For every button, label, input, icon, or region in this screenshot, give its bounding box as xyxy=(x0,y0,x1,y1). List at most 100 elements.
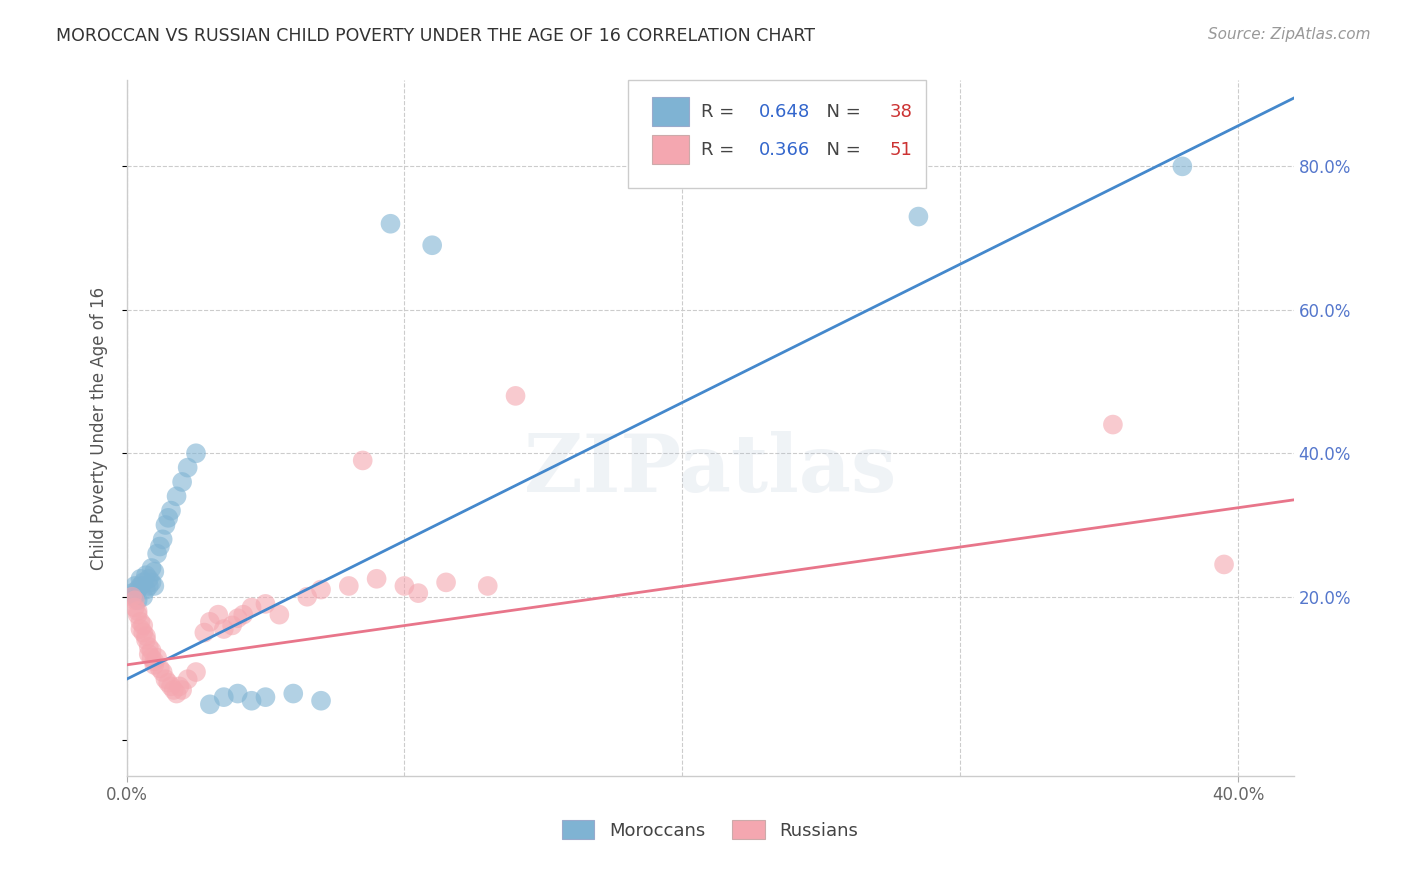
Point xyxy=(254,597,277,611)
Point xyxy=(149,661,172,675)
Legend: Moroccans, Russians: Moroccans, Russians xyxy=(555,814,865,847)
Point xyxy=(198,615,221,629)
Point xyxy=(135,629,157,643)
Point xyxy=(166,489,188,503)
Point xyxy=(124,579,146,593)
Point xyxy=(129,579,152,593)
Point xyxy=(141,650,163,665)
Point xyxy=(380,217,402,231)
Point xyxy=(226,611,249,625)
Point xyxy=(184,665,207,679)
Text: N =: N = xyxy=(815,141,866,159)
Point xyxy=(141,643,163,657)
Point xyxy=(127,582,149,597)
Text: 51: 51 xyxy=(890,141,912,159)
Point xyxy=(138,579,160,593)
Point xyxy=(184,446,207,460)
Text: MOROCCAN VS RUSSIAN CHILD POVERTY UNDER THE AGE OF 16 CORRELATION CHART: MOROCCAN VS RUSSIAN CHILD POVERTY UNDER … xyxy=(56,27,815,45)
FancyBboxPatch shape xyxy=(628,80,927,188)
Point xyxy=(132,618,155,632)
Point xyxy=(143,657,166,672)
FancyBboxPatch shape xyxy=(652,97,689,126)
Point xyxy=(309,582,332,597)
Point xyxy=(124,590,146,604)
Point xyxy=(129,622,152,636)
Point xyxy=(135,582,157,597)
Text: R =: R = xyxy=(700,141,740,159)
Point xyxy=(907,210,929,224)
Point xyxy=(138,647,160,661)
Y-axis label: Child Poverty Under the Age of 16: Child Poverty Under the Age of 16 xyxy=(90,286,108,570)
Point xyxy=(163,683,186,698)
Point xyxy=(198,698,221,712)
Point xyxy=(212,622,235,636)
Point xyxy=(169,679,191,693)
Text: Source: ZipAtlas.com: Source: ZipAtlas.com xyxy=(1208,27,1371,42)
Point xyxy=(146,547,169,561)
Point xyxy=(176,672,198,686)
Point xyxy=(124,593,146,607)
Point xyxy=(477,579,499,593)
Point xyxy=(337,579,360,593)
Point xyxy=(352,453,374,467)
Text: ZIPatlas: ZIPatlas xyxy=(524,431,896,509)
Point xyxy=(127,593,149,607)
Point xyxy=(232,607,254,622)
Point xyxy=(132,590,155,604)
Point xyxy=(408,586,430,600)
Point xyxy=(172,475,194,489)
Point xyxy=(309,694,332,708)
Point xyxy=(283,687,305,701)
Point xyxy=(121,586,143,600)
Point xyxy=(152,665,174,679)
Point xyxy=(176,460,198,475)
Point xyxy=(143,565,166,579)
Point xyxy=(155,518,177,533)
Point xyxy=(135,632,157,647)
Point xyxy=(129,615,152,629)
Point xyxy=(155,672,177,686)
Point xyxy=(1171,159,1194,173)
Point xyxy=(124,600,146,615)
Point xyxy=(172,683,194,698)
Point xyxy=(129,572,152,586)
Point xyxy=(254,690,277,705)
Point xyxy=(152,533,174,547)
Point xyxy=(160,503,183,517)
Point xyxy=(366,572,388,586)
Point xyxy=(207,607,229,622)
Text: 38: 38 xyxy=(890,103,912,120)
Point xyxy=(127,607,149,622)
Point xyxy=(394,579,416,593)
Point xyxy=(121,590,143,604)
Point xyxy=(141,561,163,575)
Text: R =: R = xyxy=(700,103,740,120)
Point xyxy=(138,640,160,654)
FancyBboxPatch shape xyxy=(652,136,689,164)
Point xyxy=(141,575,163,590)
Point xyxy=(132,575,155,590)
Point xyxy=(221,618,243,632)
Point xyxy=(143,654,166,668)
Point xyxy=(157,511,180,525)
Text: N =: N = xyxy=(815,103,866,120)
Point xyxy=(146,650,169,665)
Point xyxy=(240,694,263,708)
Point xyxy=(240,600,263,615)
Point xyxy=(434,575,457,590)
Text: 0.366: 0.366 xyxy=(759,141,810,159)
Point xyxy=(295,590,318,604)
Point xyxy=(420,238,443,252)
Point xyxy=(160,679,183,693)
Point xyxy=(505,389,527,403)
Point xyxy=(138,572,160,586)
Point xyxy=(157,675,180,690)
Point xyxy=(143,579,166,593)
Point xyxy=(135,568,157,582)
Point xyxy=(1102,417,1125,432)
Point xyxy=(1213,558,1236,572)
Point xyxy=(127,604,149,618)
Point xyxy=(212,690,235,705)
Point xyxy=(149,540,172,554)
Point xyxy=(132,625,155,640)
